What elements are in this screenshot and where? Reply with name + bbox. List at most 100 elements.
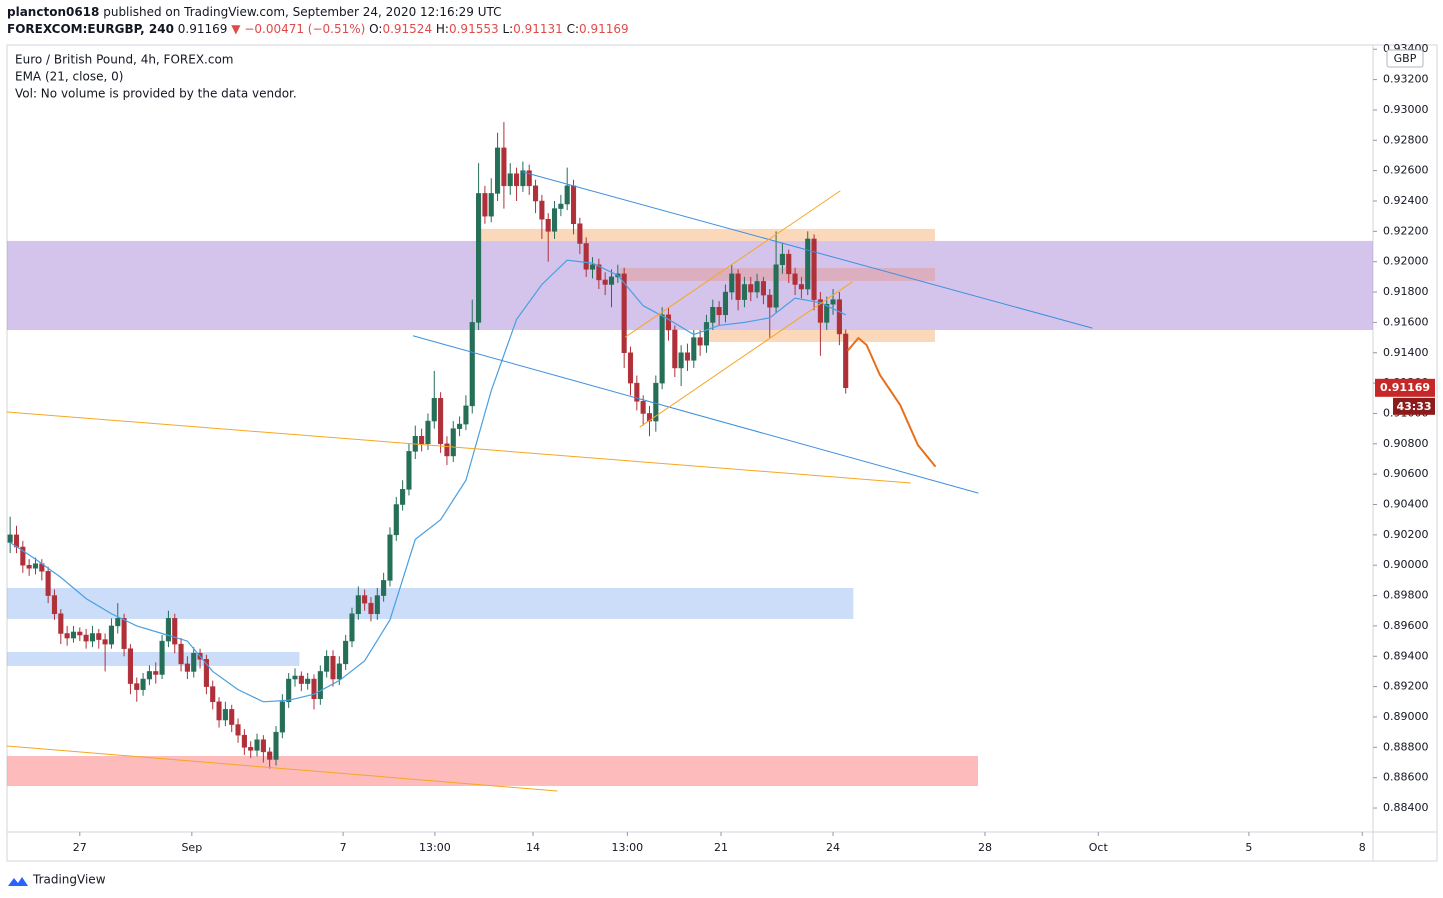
candle-body bbox=[577, 223, 583, 244]
candle-body bbox=[298, 675, 304, 684]
candle-body bbox=[419, 435, 425, 445]
candle-body bbox=[102, 639, 108, 645]
candle-body bbox=[330, 656, 336, 680]
y-tick-label: 0.89800 bbox=[1383, 589, 1429, 602]
candle-body bbox=[108, 625, 114, 645]
trend-line bbox=[6, 411, 911, 484]
x-tick-label: 13:00 bbox=[611, 841, 643, 854]
y-tick-label: 0.90400 bbox=[1383, 498, 1429, 511]
candle-body bbox=[817, 299, 823, 323]
candle-body bbox=[754, 281, 760, 293]
candle-body bbox=[381, 580, 387, 596]
y-tick-label: 0.89000 bbox=[1383, 710, 1429, 723]
candle-body bbox=[20, 546, 26, 566]
candle-body bbox=[703, 322, 710, 346]
y-tick-label: 0.90200 bbox=[1383, 528, 1429, 541]
zone bbox=[7, 240, 1373, 330]
candle-body bbox=[362, 595, 368, 604]
candle-body bbox=[627, 352, 634, 384]
zone bbox=[7, 587, 854, 619]
candle-body bbox=[532, 185, 539, 202]
candle-body bbox=[634, 382, 640, 402]
y-tick-label: 0.88600 bbox=[1383, 771, 1429, 784]
ohlc-value: 0.91553 bbox=[448, 22, 499, 36]
candle-body bbox=[514, 173, 520, 187]
zone bbox=[7, 755, 979, 787]
candle-body bbox=[343, 640, 349, 665]
logo-icon bbox=[8, 877, 28, 886]
trend-line bbox=[624, 190, 841, 338]
trend-line bbox=[412, 335, 979, 494]
candle-body bbox=[324, 656, 330, 672]
candle-body bbox=[773, 264, 779, 308]
y-tick-label: 0.92200 bbox=[1383, 224, 1429, 237]
candle-body bbox=[254, 739, 260, 751]
candle-body bbox=[678, 352, 684, 369]
candle-body bbox=[89, 633, 96, 642]
candle-body bbox=[767, 294, 773, 308]
legend-ema: EMA (21, close, 0) bbox=[15, 70, 123, 84]
candle-body bbox=[786, 253, 792, 275]
candle-body bbox=[564, 185, 570, 205]
candle-body bbox=[438, 398, 444, 445]
candle-body bbox=[691, 337, 697, 361]
candle-body bbox=[811, 238, 817, 300]
x-tick-label: 14 bbox=[526, 841, 540, 854]
trend-line bbox=[522, 171, 1093, 329]
candle-body bbox=[507, 173, 513, 187]
candle-body bbox=[235, 724, 241, 736]
symbol-line: FOREXCOM:EURGBP, 240 0.91169 ▼ −0.00471 … bbox=[7, 21, 629, 38]
candle-body bbox=[659, 314, 665, 384]
zone bbox=[479, 228, 935, 241]
legend-title: Euro / British Pound, 4h, FOREX.com bbox=[15, 53, 234, 67]
x-tick-label: 8 bbox=[1359, 841, 1366, 854]
x-tick-label: 13:00 bbox=[419, 841, 451, 854]
candle-body bbox=[64, 633, 70, 639]
x-tick-label: Oct bbox=[1089, 841, 1109, 854]
candle-body bbox=[191, 652, 197, 672]
candle-body bbox=[824, 303, 830, 323]
candle-body bbox=[450, 428, 456, 457]
symbol: FOREXCOM:EURGBP, 240 bbox=[7, 22, 174, 36]
last: 0.91169 bbox=[177, 22, 228, 36]
y-tick-label: 0.89200 bbox=[1383, 680, 1429, 693]
arrow: ▼ bbox=[231, 22, 241, 36]
candle-body bbox=[697, 337, 703, 346]
candle-body bbox=[779, 253, 785, 265]
y-tick-label: 0.89600 bbox=[1383, 619, 1429, 632]
candle-body bbox=[203, 659, 209, 687]
candle-body bbox=[583, 243, 589, 270]
y-tick-label: 0.91400 bbox=[1383, 346, 1429, 359]
candle-body bbox=[387, 534, 393, 581]
x-tick-label: 27 bbox=[73, 841, 87, 854]
candle-body bbox=[602, 279, 608, 285]
candle-body bbox=[716, 306, 722, 316]
candle-body bbox=[286, 678, 292, 703]
candle-body bbox=[77, 631, 83, 636]
candle-body bbox=[393, 504, 399, 536]
candle-body bbox=[722, 291, 728, 316]
candles bbox=[7, 122, 849, 769]
header: plancton0618 published on TradingView.co… bbox=[7, 4, 629, 38]
publish-line: plancton0618 published on TradingView.co… bbox=[7, 4, 629, 21]
zones bbox=[7, 228, 1373, 787]
candle-body bbox=[159, 640, 165, 675]
candle-body bbox=[640, 401, 646, 414]
frame bbox=[6, 44, 1438, 862]
ohlc-label: C: bbox=[566, 22, 580, 36]
last-price: 0.91169 bbox=[1380, 381, 1430, 394]
y-tick-label: 0.90600 bbox=[1383, 467, 1429, 480]
candle-body bbox=[58, 613, 64, 634]
candle-body bbox=[589, 264, 596, 270]
candle-body bbox=[127, 648, 133, 684]
candle-body bbox=[368, 602, 374, 615]
x-tick-label: 7 bbox=[340, 841, 347, 854]
candle-body bbox=[317, 671, 323, 700]
published: published on TradingView.com, September … bbox=[103, 5, 502, 19]
y-tick-label: 0.91600 bbox=[1383, 315, 1429, 328]
candle-body bbox=[165, 618, 171, 642]
zone bbox=[7, 652, 300, 666]
candle-body bbox=[836, 299, 842, 335]
x-tick-label: Sep bbox=[181, 841, 202, 854]
